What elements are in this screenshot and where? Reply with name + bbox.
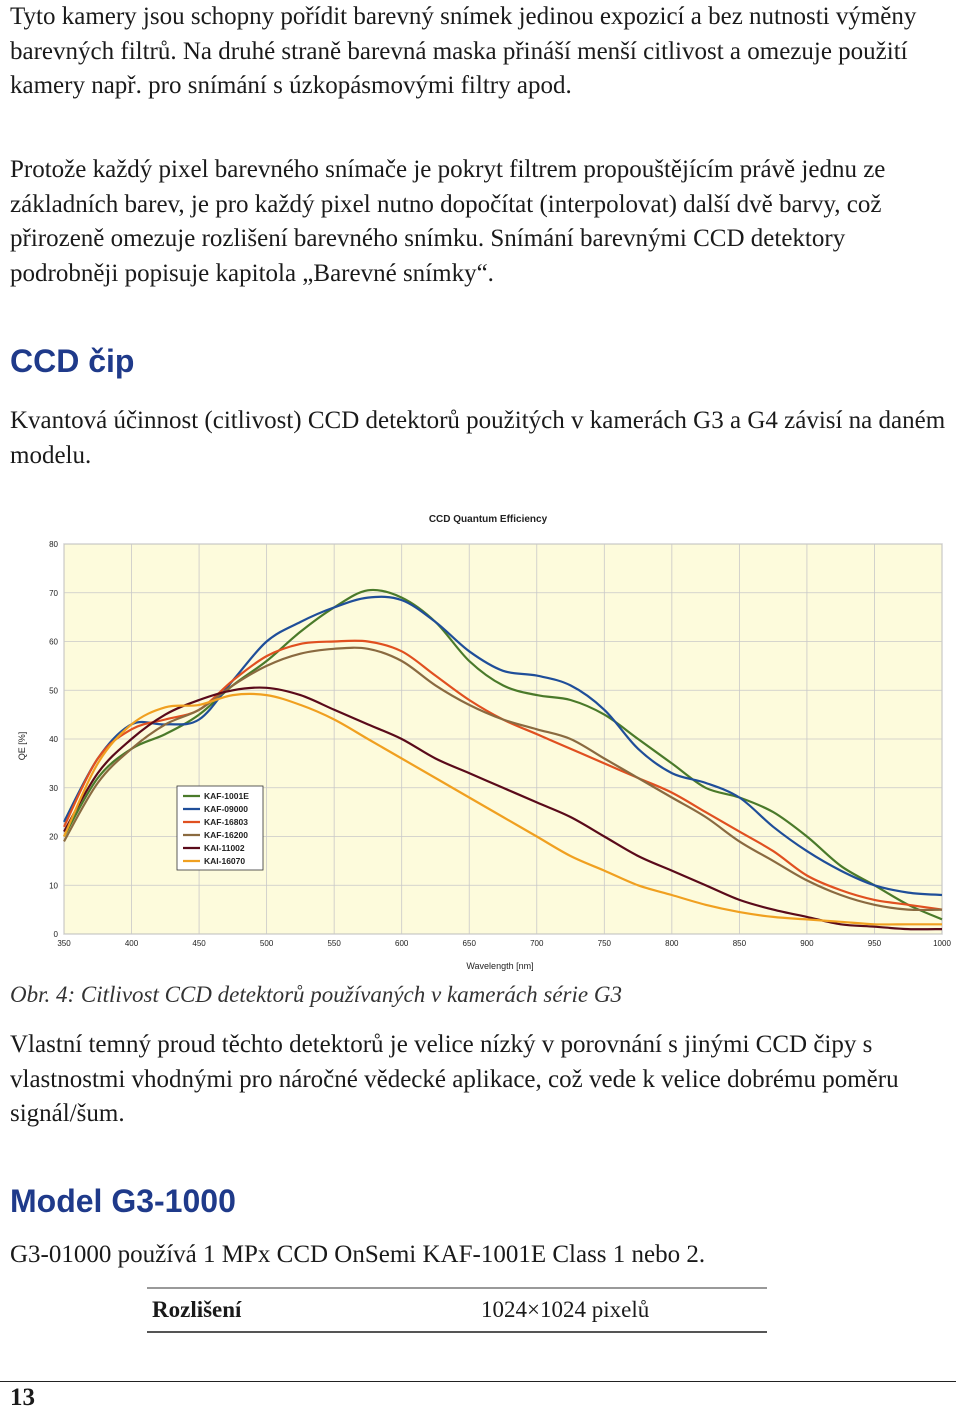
- resolution-label: Rozlišení: [152, 1297, 242, 1322]
- x-tick-label: 400: [125, 939, 139, 948]
- ccd-chip-heading: CCD čip: [10, 343, 135, 379]
- x-tick-label: 850: [733, 939, 747, 948]
- footer-divider: [0, 1381, 956, 1382]
- x-tick-label: 350: [57, 939, 71, 948]
- legend-entry: KAF-09000: [204, 804, 248, 814]
- y-tick-label: 10: [49, 881, 58, 890]
- y-tick-label: 30: [49, 784, 58, 793]
- x-tick-label: 700: [530, 939, 544, 948]
- quantum-efficiency-paragraph: Kvantová účinnost (citlivost) CCD detekt…: [10, 407, 946, 469]
- legend-entry: KAI-16070: [204, 856, 245, 866]
- legend-box: [176, 785, 264, 871]
- series-line-kaf-09000: [63, 595, 943, 897]
- x-tick-label: 950: [868, 939, 882, 948]
- y-tick-label: 70: [49, 589, 58, 598]
- x-tick-label: 450: [192, 939, 206, 948]
- interpolation-paragraph: Protože každý pixel barevného snímače je…: [10, 156, 886, 287]
- legend-entry: KAF-1001E: [204, 791, 249, 801]
- resolution-value: 1024×1024 pixelů: [481, 1297, 650, 1322]
- legend-entry: KAF-16200: [204, 830, 248, 840]
- figure-caption: Obr. 4: Citlivost CCD detektorů používan…: [10, 982, 622, 1007]
- y-axis-label: QE [%]: [17, 732, 27, 761]
- qe-chart: 350 400 450 500 550 600 650 700 750 800 850 900 950 1…: [17, 514, 951, 971]
- chart-legend: KAF-1001E KAF-09000 KAF-16803 KAF-16200 KAI-…: [176, 785, 264, 871]
- page-number: 13: [10, 1384, 35, 1411]
- x-tick-label: 800: [665, 939, 679, 948]
- dark-current-paragraph: Vlastní temný proud těchto detektorů je …: [10, 1031, 899, 1127]
- x-tick-label: 550: [327, 939, 341, 948]
- x-axis-label: Wavelength [nm]: [466, 961, 533, 971]
- y-tick-label: 80: [49, 540, 58, 549]
- tick-labels: 350 400 450 500 550 600 650 700 750 800 850 900 950 1…: [49, 540, 951, 948]
- x-tick-label: 1000: [933, 939, 951, 948]
- model-heading: Model G3-1000: [10, 1183, 236, 1219]
- y-tick-label: 50: [49, 686, 58, 695]
- series-line-kaf-16200: [63, 646, 943, 912]
- model-description: G3-01000 používá 1 MPx CCD OnSemi KAF-10…: [10, 1241, 706, 1268]
- legend-entry: KAI-11002: [204, 843, 245, 853]
- legend-entry: KAF-16803: [204, 817, 248, 827]
- intro-paragraph: Tyto kamery jsou schopny pořídit barevný…: [10, 3, 917, 99]
- y-tick-label: 20: [49, 833, 58, 842]
- y-tick-label: 0: [54, 930, 59, 939]
- chart-title: CCD Quantum Efficiency: [429, 514, 548, 525]
- series-line-kaf-1001e: [63, 588, 943, 921]
- y-tick-label: 60: [49, 638, 58, 647]
- x-tick-label: 750: [598, 939, 612, 948]
- x-tick-label: 650: [463, 939, 477, 948]
- y-tick-label: 40: [49, 735, 58, 744]
- series-line-kai-16070: [63, 692, 942, 926]
- spec-table: Rozlišení 1024×1024 pixelů: [147, 1287, 767, 1333]
- x-tick-label: 600: [395, 939, 409, 948]
- x-tick-label: 900: [800, 939, 814, 948]
- x-tick-label: 500: [260, 939, 274, 948]
- series-layer: [63, 588, 943, 931]
- series-line-kai-11002: [63, 686, 943, 931]
